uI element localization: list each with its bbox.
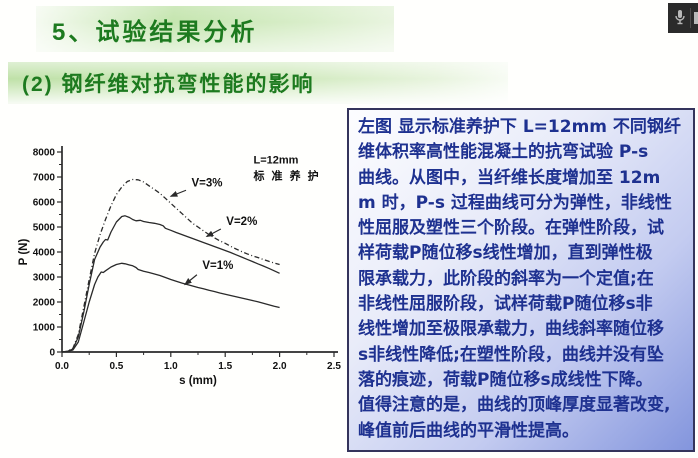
svg-text:2.5: 2.5 xyxy=(327,361,341,372)
ps-curve-chart: 0.0 0.5 1.0 1.5 2.0 2.5 0 1000 2000 3000 4000 5000 6… xyxy=(14,110,346,406)
svg-text:3000: 3000 xyxy=(33,273,56,284)
svg-text:0.0: 0.0 xyxy=(55,361,69,372)
svg-text:2.0: 2.0 xyxy=(273,361,287,372)
svg-text:1000: 1000 xyxy=(33,323,56,334)
results-text-panel: 左图 显示标准养护下 L=12mm 不同钢纤 维体积率高性能混凝土的抗弯试验 P… xyxy=(347,108,695,452)
svg-text:V=1%: V=1% xyxy=(202,260,233,272)
svg-text:2000: 2000 xyxy=(33,298,56,309)
svg-text:0.5: 0.5 xyxy=(109,361,123,372)
screen-icon-partial[interactable] xyxy=(694,12,698,24)
results-text: 左图 显示标准养护下 L=12mm 不同钢纤 维体积率高性能混凝土的抗弯试验 P… xyxy=(358,117,681,441)
recorder-toolbar[interactable] xyxy=(668,3,698,33)
svg-text:1.0: 1.0 xyxy=(164,361,178,372)
svg-text:标 准 养 护: 标 准 养 护 xyxy=(252,168,320,182)
svg-text:V=2%: V=2% xyxy=(226,216,257,228)
svg-text:0: 0 xyxy=(49,348,55,359)
svg-text:V=3%: V=3% xyxy=(191,178,222,190)
header-banner-primary: 5、试验结果分析 xyxy=(36,6,394,52)
svg-text:s (mm): s (mm) xyxy=(179,375,217,387)
header-banner-secondary: (2) 钢纤维对抗弯性能的影响 xyxy=(8,62,508,104)
microphone-icon[interactable] xyxy=(673,8,687,28)
svg-text:4000: 4000 xyxy=(33,248,56,259)
svg-text:6000: 6000 xyxy=(33,198,56,209)
toolbar-divider xyxy=(690,8,691,28)
svg-text:1.5: 1.5 xyxy=(218,361,232,372)
svg-text:7000: 7000 xyxy=(33,173,56,184)
svg-text:5000: 5000 xyxy=(33,223,56,234)
slide-subtitle: (2) 钢纤维对抗弯性能的影响 xyxy=(22,73,315,96)
svg-text:P (N): P (N) xyxy=(18,239,30,266)
svg-text:8000: 8000 xyxy=(33,148,56,159)
svg-text:L=12mm: L=12mm xyxy=(253,154,298,166)
slide-title: 5、试验结果分析 xyxy=(52,18,258,46)
